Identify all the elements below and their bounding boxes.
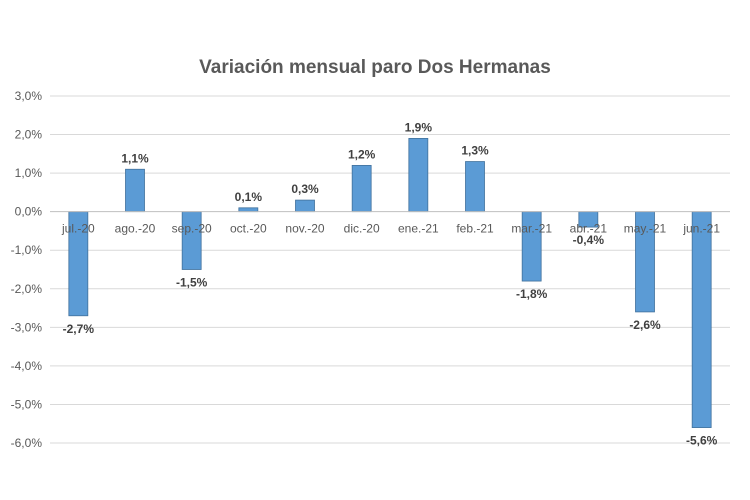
x-category-label: jul.-20 [61,222,95,236]
chart-title: Variación mensual paro Dos Hermanas [199,57,551,78]
x-category-label: dic.-20 [344,222,380,236]
data-label: -1,5% [176,276,208,290]
x-category-label: ago.-20 [115,222,156,236]
bar [125,168,145,213]
y-tick-label: -6,0% [11,436,43,450]
y-axis-ticks: 3,0% 2,0% 1,0% 0,0% -1,0% -2,0% -3,0% -4,0% -5,0… [11,89,43,450]
x-category-label: oct.-20 [230,222,267,236]
bar [238,207,259,213]
data-label: -0,4% [573,233,605,247]
y-tick-label: -5,0% [11,397,43,411]
gridlines [50,95,730,444]
y-tick-label: 2,0% [15,128,43,142]
data-label: -5,6% [686,434,718,448]
y-tick-label: -3,0% [11,320,43,334]
data-label: -2,6% [629,318,661,332]
y-tick-label: -4,0% [11,359,43,373]
x-category-label: abr.-21 [570,222,608,236]
bar [351,164,372,213]
x-axis-categories: jul.-20 ago.-20 sep.-20 oct.-20 nov.-20 dic.-… [61,222,720,236]
data-label: 1,9% [405,120,433,134]
bar [408,138,429,213]
bar [181,211,202,270]
x-category-label: may.-21 [624,222,667,236]
data-label: -1,8% [516,287,548,301]
data-label: 0,1% [235,190,263,204]
x-category-label: jun.-21 [682,222,720,236]
data-label: 1,2% [348,147,376,161]
data-labels: -2,7% 1,1% -1,5% 0,1% 0,3% 1,2% 1,9% 1,3% -1,8% -… [63,120,718,447]
x-category-label: mar.-21 [511,222,552,236]
y-tick-label: 0,0% [15,205,43,219]
y-tick-label: 3,0% [15,89,43,103]
x-category-label: ene.-21 [398,222,439,236]
y-tick-label: 1,0% [15,166,43,180]
data-label: -2,7% [63,322,95,336]
bar [465,161,485,213]
x-category-label: sep.-20 [172,222,212,236]
bar [295,199,315,213]
data-label: 1,1% [121,151,149,165]
y-tick-label: -1,0% [11,243,43,257]
bar [691,211,712,428]
x-category-label: nov.-20 [285,222,324,236]
data-label: 0,3% [291,182,319,196]
data-label: 1,3% [461,144,489,158]
y-tick-label: -2,0% [11,282,43,296]
bars [68,138,712,428]
x-category-label: feb.-21 [456,222,494,236]
